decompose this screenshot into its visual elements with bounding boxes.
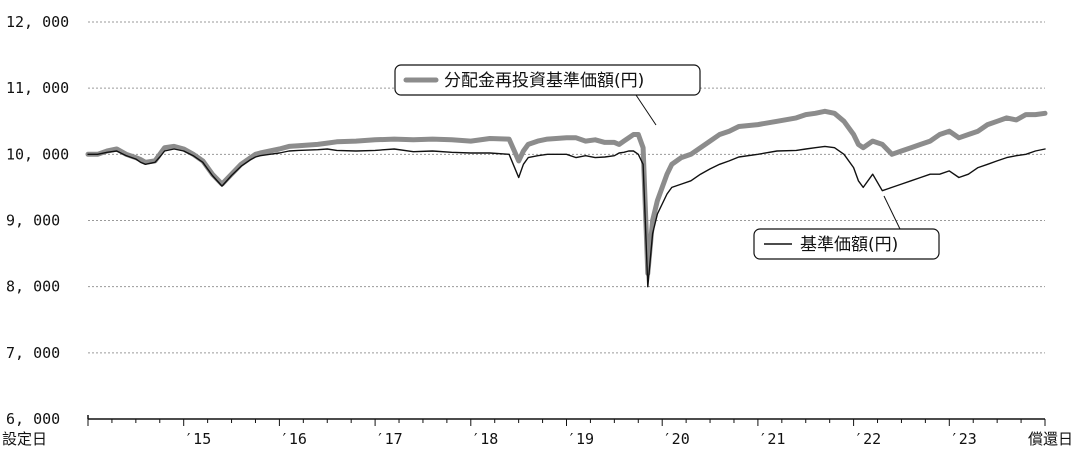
- series-lines: [85, 108, 1048, 288]
- x-tick-label: ′17: [376, 430, 403, 448]
- y-tick-label: 6, 000: [6, 410, 60, 428]
- legend-label-reinvested: 分配金再投資基準価額(円): [444, 71, 644, 91]
- x-axis: 設定日 ′15 ′16 ′17 ′18 ′19 ′20 ′21 ′22 ′23 償還日: [2, 415, 1073, 448]
- legend-label-nav: 基準価額(円): [800, 235, 898, 255]
- x-tick-label: ′23: [950, 430, 977, 448]
- x-tick-label: 設定日: [2, 430, 47, 448]
- series-line-nav: [87, 145, 1046, 288]
- x-tick-label: ′20: [663, 430, 690, 448]
- gridlines: [88, 21, 1045, 354]
- x-tick-label: 償還日: [1028, 430, 1073, 448]
- y-tick-label: 12, 000: [6, 13, 69, 31]
- legend-callout-nav-box: [753, 228, 940, 260]
- y-tick-label: 11, 000: [6, 79, 69, 97]
- y-tick-label: 7, 000: [6, 344, 60, 362]
- x-tick-label: ′19: [567, 430, 594, 448]
- x-tick-label: ′15: [184, 430, 211, 448]
- legend-callout-reinvested: 分配金再投資基準価額(円): [394, 64, 701, 126]
- x-tick-label: ′16: [280, 430, 307, 448]
- legend-callout-nav: 基準価額(円): [753, 195, 940, 260]
- x-tick-label: ′18: [471, 430, 498, 448]
- legend-leader-nav: [883, 195, 901, 230]
- y-tick-label: 8, 000: [6, 278, 60, 296]
- x-tick-label: ′22: [854, 430, 881, 448]
- legend-leader-reinvested: [635, 94, 657, 126]
- x-tick-label: ′21: [758, 430, 785, 448]
- series-line-reinvested-nav: [85, 108, 1048, 276]
- legend-callout-reinvested-box: [394, 64, 701, 96]
- y-tick-label: 9, 000: [6, 212, 60, 230]
- y-axis-ticks: 6, 000 7, 000 8, 000 9, 000 10, 000 11, 000 12…: [6, 13, 69, 428]
- y-tick-label: 10, 000: [6, 145, 69, 163]
